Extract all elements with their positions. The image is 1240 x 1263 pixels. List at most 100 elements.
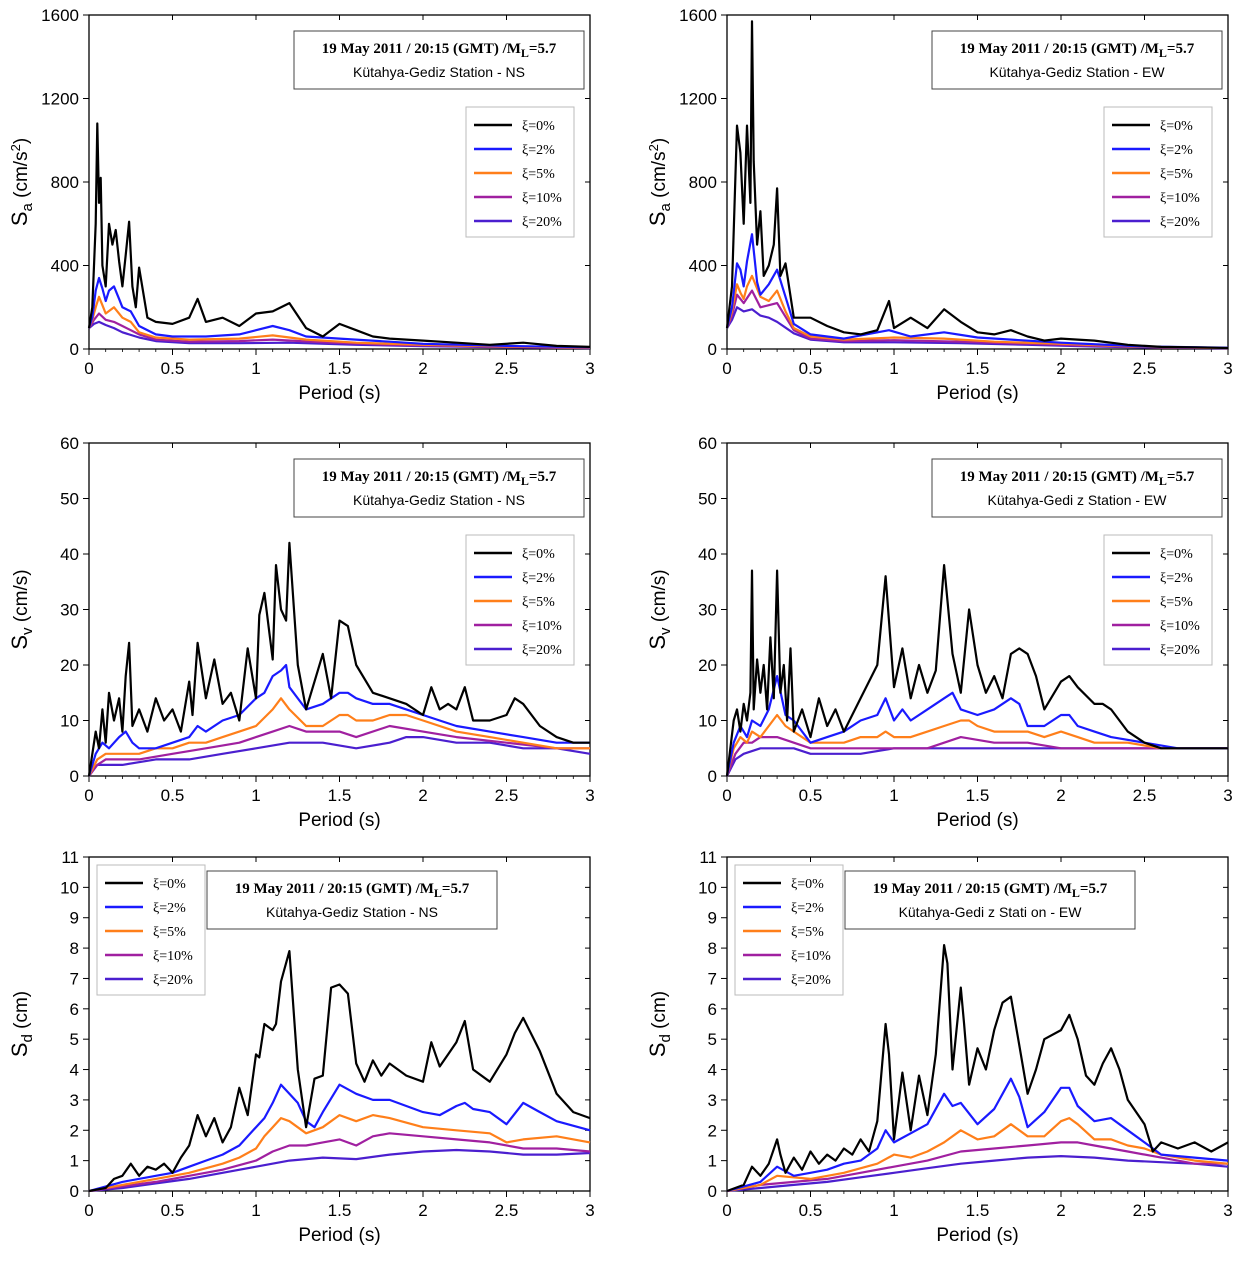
- x-tick-label: 0.5: [799, 359, 823, 378]
- y-tick-label: 60: [698, 434, 717, 453]
- legend-label: ξ=20%: [1160, 643, 1200, 658]
- series-line-0: [725, 563, 1228, 777]
- x-tick-label: 2.5: [1133, 359, 1157, 378]
- y-tick-label: 7: [708, 969, 717, 988]
- event-title-tail: =5.7: [1080, 881, 1108, 897]
- x-axis-label: Period (s): [298, 383, 380, 404]
- x-tick-label: 1: [889, 1201, 898, 1220]
- event-title: 19 May 2011 / 20:15 (GMT) /ML=5.7: [960, 469, 1195, 488]
- x-tick-label: 1.5: [328, 786, 352, 805]
- station-subtitle: Kütahya-Gedi z Stati on - EW: [899, 904, 1083, 920]
- chart-panel-sd-ew: 0 0.5 1 1.5 2 2.5 3 0 1 2 3 4 5 6 7 8 9 10 11 Period (s) Sd …: [645, 848, 1233, 1246]
- x-tick-label: 2: [418, 786, 427, 805]
- y-tick-label: 1600: [41, 6, 79, 25]
- legend-label: ξ=2%: [522, 571, 555, 586]
- x-axis-label: Period (s): [936, 1225, 1018, 1246]
- y-label-unit: (cm/s): [649, 569, 670, 627]
- legend-label: ξ=2%: [522, 143, 555, 158]
- y-label-subscript: a: [19, 202, 36, 211]
- series-line-3: [725, 735, 1228, 777]
- x-tick-label: 1.5: [328, 1201, 352, 1220]
- x-tick-label: 1.5: [966, 359, 990, 378]
- y-tick-label: 0: [708, 340, 717, 359]
- event-title-sub: L: [1159, 474, 1167, 488]
- y-tick-label: 50: [60, 490, 79, 509]
- x-axis-label: Period (s): [298, 810, 380, 831]
- series-line-3: [726, 1141, 1228, 1193]
- x-tick-label: 1.5: [328, 359, 352, 378]
- y-label-symbol: S: [7, 635, 32, 650]
- y-tick-label: 10: [60, 712, 79, 731]
- y-label-subscript: a: [657, 202, 674, 211]
- y-tick-label: 1: [70, 1152, 79, 1171]
- x-tick-label: 2: [1056, 786, 1065, 805]
- legend-label: ξ=20%: [791, 973, 831, 988]
- y-tick-label: 60: [60, 434, 79, 453]
- x-axis-label: Period (s): [298, 1225, 380, 1246]
- series-line-4: [726, 1154, 1229, 1193]
- y-tick-label: 0: [708, 767, 717, 786]
- y-tick-label: 20: [60, 656, 79, 675]
- x-tick-label: 3: [1223, 786, 1232, 805]
- y-label-subscript: d: [657, 1034, 674, 1042]
- series-line-2: [87, 295, 591, 349]
- series-line-0: [87, 122, 591, 348]
- y-tick-label: 8: [70, 939, 79, 958]
- series-line-1: [87, 663, 590, 777]
- y-tick-label: 11: [61, 848, 79, 867]
- x-tick-label: 3: [1223, 359, 1232, 378]
- legend-label: ξ=0%: [1160, 119, 1193, 134]
- legend-label: ξ=0%: [522, 119, 555, 134]
- y-tick-label: 4: [708, 1061, 717, 1080]
- series-line-1: [725, 233, 1229, 349]
- x-tick-label: 3: [1223, 1201, 1232, 1220]
- series-line-2: [725, 274, 1229, 350]
- legend-label: ξ=2%: [791, 901, 824, 916]
- y-label-symbol: S: [645, 635, 670, 650]
- y-label-unit: (cm/s): [11, 569, 32, 627]
- x-tick-label: 1: [251, 786, 260, 805]
- chart-panel-sd-ns: 0 0.5 1 1.5 2 2.5 3 0 1 2 3 4 5 6 7 8 9 10 11 Period (s) Sd …: [7, 848, 595, 1246]
- y-tick-label: 9: [708, 909, 717, 928]
- y-tick-label: 6: [70, 1000, 79, 1019]
- legend-label: ξ=5%: [522, 167, 555, 182]
- series-line-0: [88, 949, 591, 1193]
- x-tick-label: 2.5: [495, 786, 519, 805]
- x-tick-label: 0: [84, 1201, 93, 1220]
- y-label-unit: (cm/s: [11, 151, 32, 203]
- title-box: [844, 870, 1136, 930]
- x-tick-label: 1: [889, 359, 898, 378]
- series-line-1: [725, 674, 1228, 777]
- x-tick-label: 3: [585, 1201, 594, 1220]
- title-box: [931, 30, 1223, 90]
- series-line-2: [88, 697, 590, 777]
- station-subtitle: Kütahya-Gediz Station - NS: [266, 904, 438, 920]
- x-tick-label: 2.5: [1133, 1201, 1157, 1220]
- event-title-main: 19 May 2011 / 20:15 (GMT) /M: [322, 469, 521, 485]
- x-tick-label: 0.5: [161, 786, 185, 805]
- x-tick-label: 0: [722, 359, 731, 378]
- y-label-subscript: v: [19, 627, 36, 635]
- event-title-main: 19 May 2011 / 20:15 (GMT) /M: [960, 469, 1159, 485]
- series-line-0: [726, 943, 1229, 1193]
- y-tick-label: 8: [708, 939, 717, 958]
- x-tick-label: 2.5: [1133, 786, 1157, 805]
- title-box: [931, 458, 1223, 518]
- y-label-symbol: S: [7, 211, 32, 226]
- x-tick-label: 0: [84, 359, 93, 378]
- chart-panel-sa-ew: 0 0.5 1 1.5 2 2.5 3 0 400 800 1200 1600 Period (s) Sa…: [645, 6, 1233, 404]
- y-label-symbol: S: [7, 1042, 32, 1057]
- legend-label: ξ=20%: [1160, 215, 1200, 230]
- series-line-1: [87, 276, 591, 349]
- y-label-symbol: S: [645, 1042, 670, 1057]
- event-title-tail: =5.7: [1167, 41, 1195, 57]
- legend-label: ξ=20%: [522, 643, 562, 658]
- y-tick-label: 800: [51, 173, 79, 192]
- event-title-tail: =5.7: [1167, 469, 1195, 485]
- series-line-1: [88, 1083, 591, 1193]
- y-axis-label: Sv (cm/s): [7, 569, 36, 649]
- x-tick-label: 1: [889, 786, 898, 805]
- y-tick-label: 1: [708, 1152, 717, 1171]
